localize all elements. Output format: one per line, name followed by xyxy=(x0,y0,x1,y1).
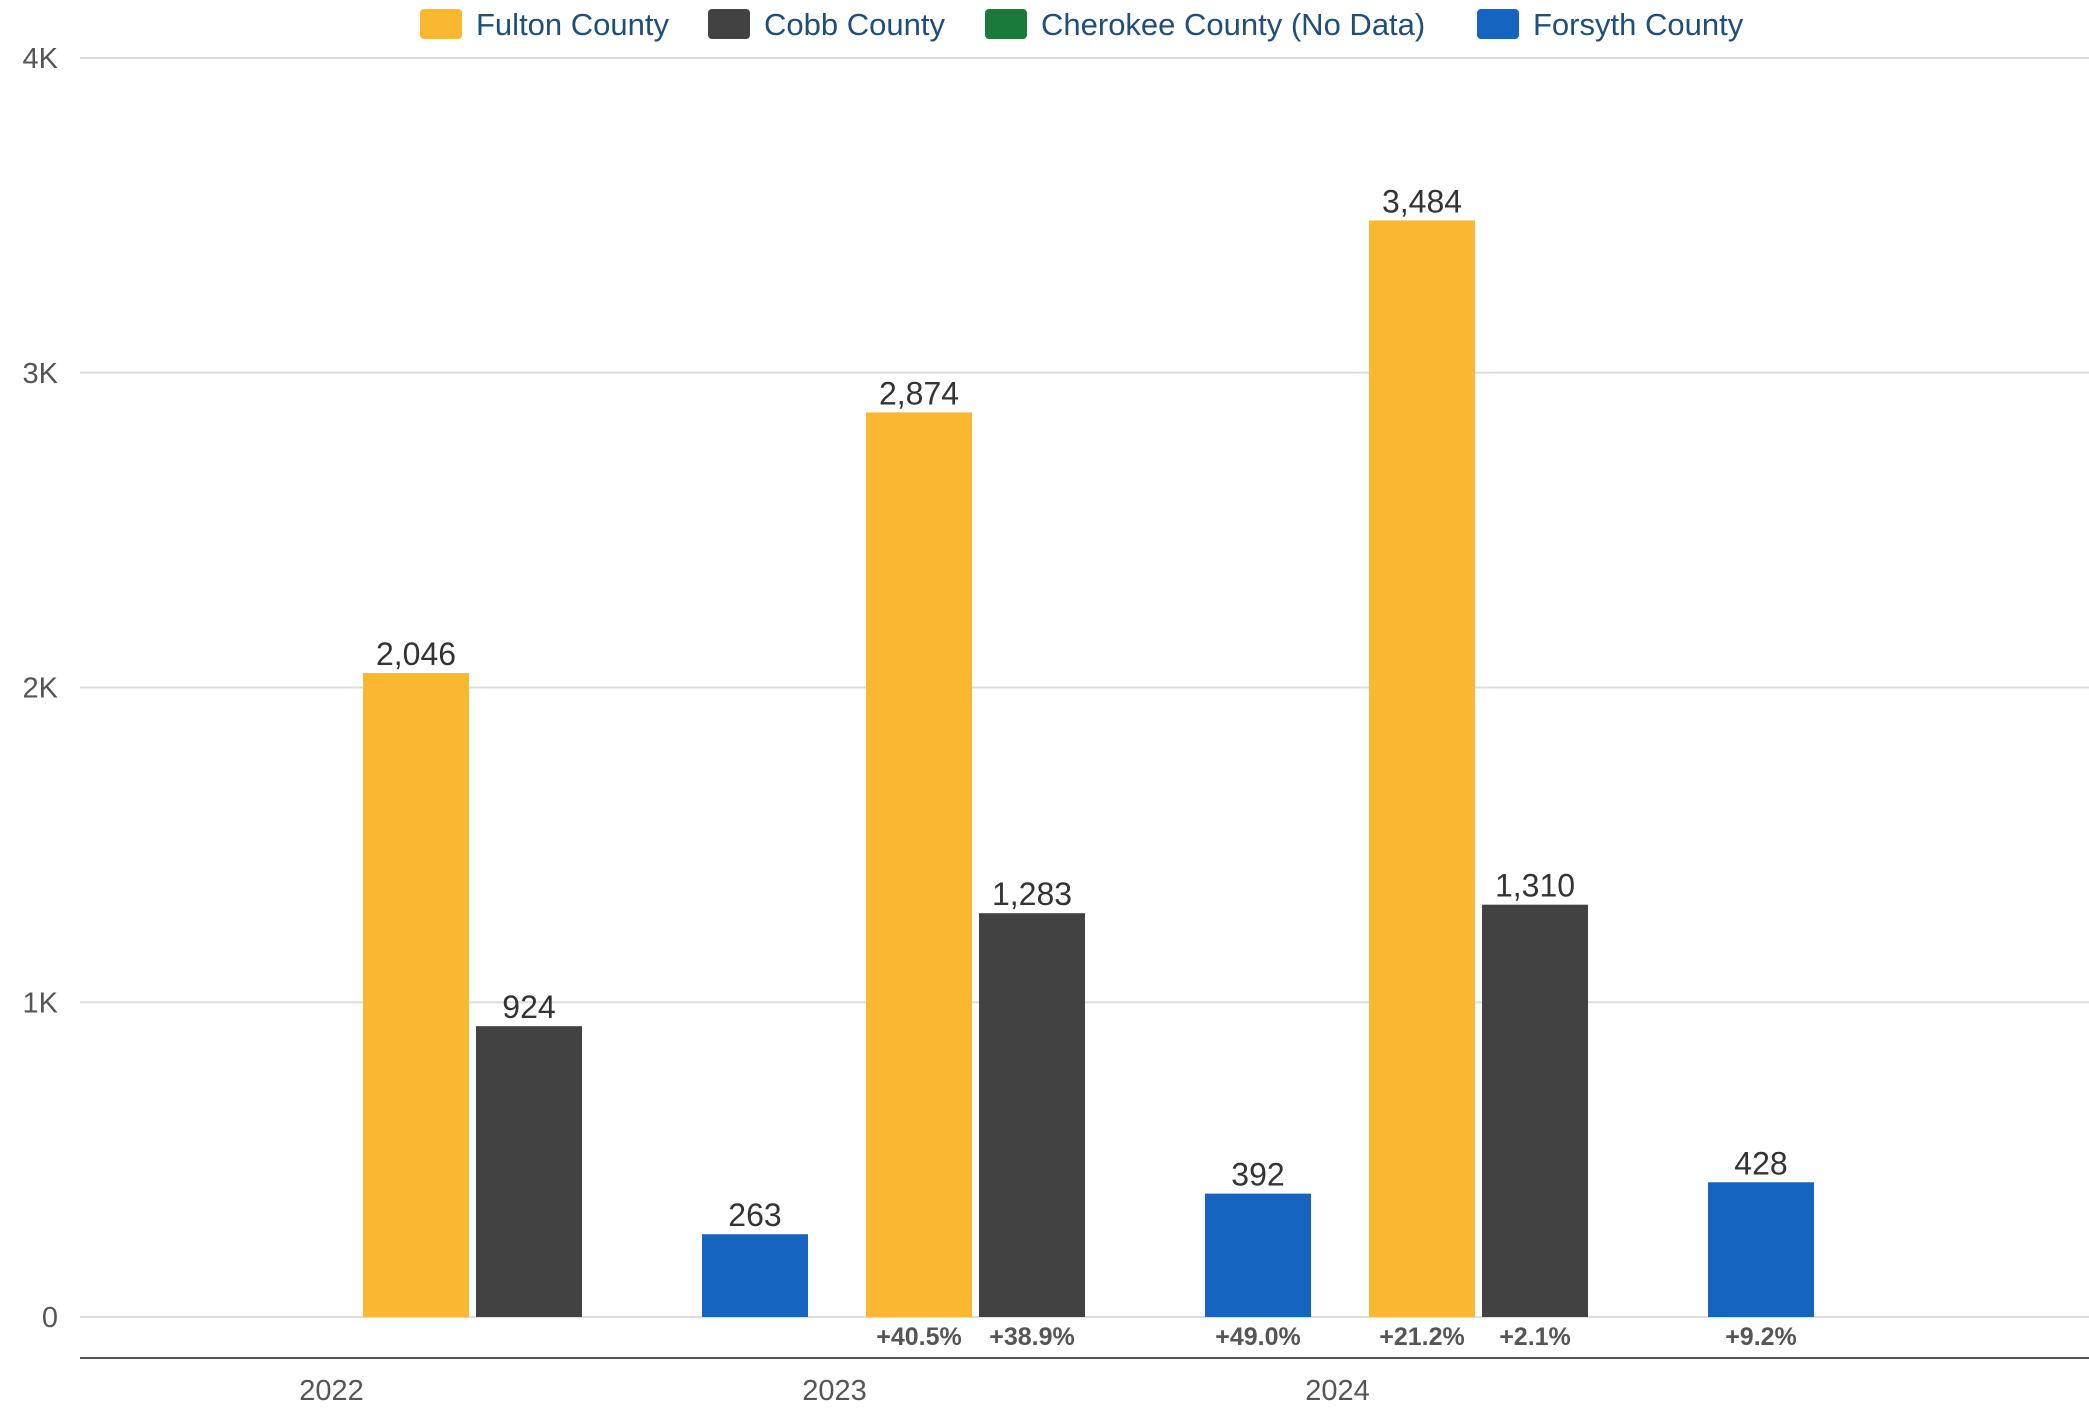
legend-item-cherokee-county-no-data-[interactable]: Cherokee County (No Data) xyxy=(985,7,1425,42)
legend-item-cobb-county[interactable]: Cobb County xyxy=(708,7,945,42)
legend-item-forsyth-county[interactable]: Forsyth County xyxy=(1477,7,1744,42)
y-tick-label: 3K xyxy=(23,358,59,390)
bar-fulton-county-2024[interactable] xyxy=(1369,220,1475,1317)
yoy-change-label: +2.1% xyxy=(1499,1323,1571,1351)
x-tick-label: 2024 xyxy=(1305,1375,1370,1407)
legend-label: Forsyth County xyxy=(1533,7,1744,42)
y-tick-label: 2K xyxy=(23,673,59,705)
data-label: 428 xyxy=(1734,1145,1787,1181)
axes: 0 1K 2K 3K 4K 2022 2023 2024 xyxy=(23,43,2089,1407)
yoy-change-label: +38.9% xyxy=(989,1323,1075,1351)
yoy-change-label: +40.5% xyxy=(876,1323,962,1351)
data-label: 1,283 xyxy=(992,876,1072,912)
legend-label: Cherokee County (No Data) xyxy=(1041,7,1425,42)
legend-label: Fulton County xyxy=(476,7,669,42)
x-tick-label: 2022 xyxy=(299,1375,364,1407)
legend-swatch xyxy=(1477,9,1519,39)
data-label: 263 xyxy=(728,1197,781,1233)
bar-cobb-county-2023[interactable] xyxy=(979,913,1085,1317)
legend-swatch xyxy=(708,9,750,39)
x-tick-label: 2023 xyxy=(802,1375,867,1407)
bar-cobb-county-2022[interactable] xyxy=(476,1026,582,1317)
bar-forsyth-county-2022[interactable] xyxy=(702,1234,808,1317)
y-tick-label: 1K xyxy=(23,987,59,1019)
data-label: 392 xyxy=(1231,1157,1284,1193)
legend-swatch xyxy=(420,9,462,39)
data-label: 2,046 xyxy=(376,636,456,672)
legend: Fulton County Cobb County Cherokee County … xyxy=(420,7,1744,42)
bar-fulton-county-2022[interactable] xyxy=(363,673,469,1317)
bar-cobb-county-2024[interactable] xyxy=(1482,904,1588,1317)
bar-forsyth-county-2024[interactable] xyxy=(1708,1182,1814,1317)
bars: 2,046 924 263 2,874 +40.5% 1,283 +38.9% 392 +49.… xyxy=(363,183,1814,1351)
yoy-change-label: +49.0% xyxy=(1215,1323,1301,1351)
bar-forsyth-county-2023[interactable] xyxy=(1205,1193,1311,1317)
legend-item-fulton-county[interactable]: Fulton County xyxy=(420,7,669,42)
y-tick-label: 4K xyxy=(23,43,59,75)
bar-fulton-county-2023[interactable] xyxy=(866,412,972,1317)
yoy-change-label: +9.2% xyxy=(1725,1323,1797,1351)
data-label: 924 xyxy=(502,989,555,1025)
data-label: 3,484 xyxy=(1382,183,1462,219)
data-label: 2,874 xyxy=(879,375,959,411)
legend-swatch xyxy=(985,9,1027,39)
legend-label: Cobb County xyxy=(764,7,945,42)
yoy-change-label: +21.2% xyxy=(1379,1323,1465,1351)
y-tick-label: 0 xyxy=(42,1302,58,1334)
data-label: 1,310 xyxy=(1495,868,1575,904)
